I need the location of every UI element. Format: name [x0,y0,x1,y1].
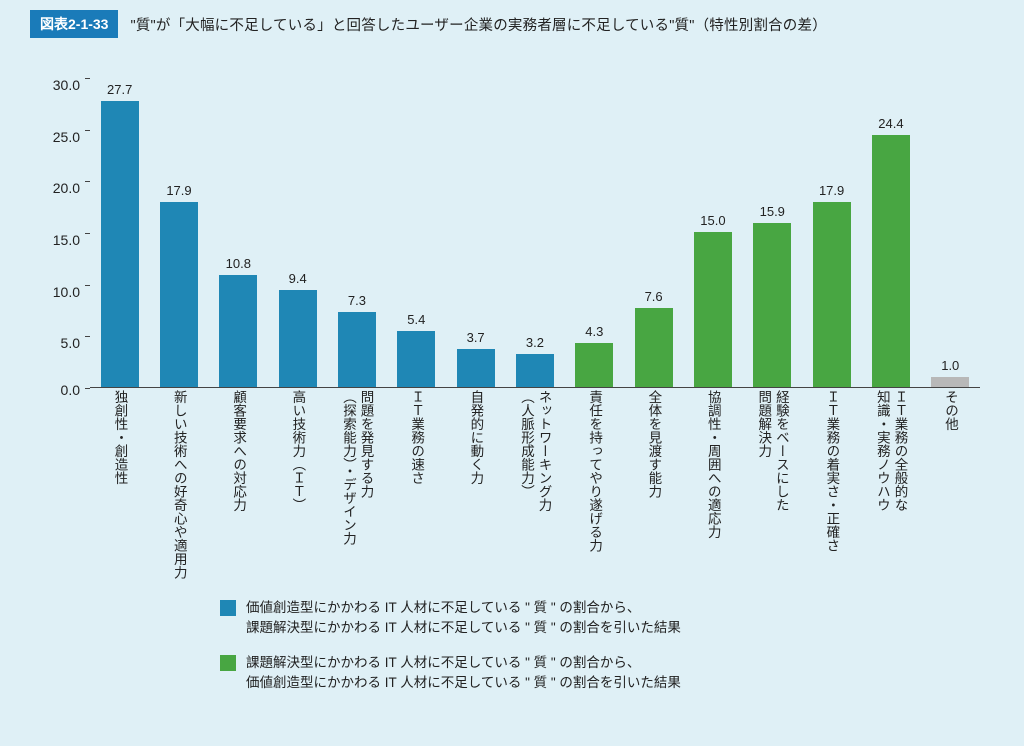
y-tick-label: 0.0 [30,382,80,398]
bar-slot: 7.6 [624,78,683,387]
legend-item: 課題解決型にかかわる IT 人材に不足している " 質 " の割合から、 価値創… [220,653,994,694]
bar-slot: 9.4 [268,78,327,387]
bar-slot: 1.0 [921,78,980,387]
bar: 17.9 [160,202,198,387]
legend: 価値創造型にかかわる IT 人材に不足している " 質 " の割合から、 課題解… [220,598,994,693]
x-axis-label: 協調性・周囲への適応力 [683,390,742,579]
bar-chart: 0.0 5.0 10.0 15.0 20.0 25.0 30.0 27.7 17.9 10.8 9… [30,48,990,588]
x-axis-label: ネットワーキング力 （人脈形成能力） [505,390,564,579]
y-tick-label: 15.0 [30,232,80,248]
x-axis-label: 独創性・創造性 [90,390,149,579]
y-tick-mark [85,388,90,389]
x-axis-label: 自発的に動く力 [446,390,505,579]
y-tick-label: 25.0 [30,129,80,145]
bar-value-label: 24.4 [878,116,903,131]
bar-value-label: 7.3 [348,293,366,308]
bar-value-label: 15.9 [760,204,785,219]
bar-value-label: 7.6 [645,289,663,304]
x-axis-label: ＩＴ業務の速さ [387,390,446,579]
bar-slot: 7.3 [327,78,386,387]
legend-text: 価値創造型にかかわる IT 人材に不足している " 質 " の割合から、 課題解… [246,598,681,639]
legend-swatch [220,600,236,616]
x-axis-label: 責任を持ってやり遂げる力 [565,390,624,579]
bar: 15.9 [753,223,791,387]
bar: 10.8 [219,275,257,387]
x-axis-label: 問題を発見する力 （探索能力）・デザイン力 [327,390,386,579]
y-tick-label: 5.0 [30,335,80,351]
bar: 24.4 [872,135,910,387]
bar-slot: 3.2 [505,78,564,387]
bar-value-label: 27.7 [107,82,132,97]
bar: 17.9 [813,202,851,387]
bar-slot: 15.9 [743,78,802,387]
bar: 4.3 [575,343,613,387]
bar: 15.0 [694,232,732,387]
bar: 7.3 [338,312,376,387]
bar-value-label: 9.4 [289,271,307,286]
bar-value-label: 15.0 [700,213,725,228]
bar-value-label: 17.9 [166,183,191,198]
bar: 3.7 [457,349,495,387]
x-axis-label: 全体を見渡す能力 [624,390,683,579]
chart-title: "質"が「大幅に不足している」と回答したユーザー企業の実務者層に不足している"質… [130,14,826,35]
x-axis-label: その他 [921,390,980,579]
legend-text: 課題解決型にかかわる IT 人材に不足している " 質 " の割合から、 価値創… [246,653,681,694]
bar-value-label: 17.9 [819,183,844,198]
bar: 3.2 [516,354,554,387]
bar-slot: 5.4 [387,78,446,387]
bar-value-label: 1.0 [941,358,959,373]
bar-value-label: 4.3 [585,324,603,339]
bar-slot: 17.9 [149,78,208,387]
chart-header: 図表2-1-33 "質"が「大幅に不足している」と回答したユーザー企業の実務者層… [30,10,994,38]
bar-slot: 3.7 [446,78,505,387]
y-tick-label: 30.0 [30,77,80,93]
bar-value-label: 3.2 [526,335,544,350]
bar-slot: 24.4 [861,78,920,387]
bar: 9.4 [279,290,317,387]
bar-slot: 4.3 [565,78,624,387]
x-axis-label: 顧客要求への対応力 [209,390,268,579]
bar: 5.4 [397,331,435,387]
y-tick-label: 20.0 [30,180,80,196]
x-axis-label: 経験をベースにした 問題解決力 [743,390,802,579]
bar-value-label: 5.4 [407,312,425,327]
bar-value-label: 3.7 [467,330,485,345]
x-axis-label: ＩＴ業務の着実さ・正確さ [802,390,861,579]
bar: 7.6 [635,308,673,387]
plot-area: 27.7 17.9 10.8 9.4 7.3 5.4 3.7 3.2 4.3 7.6 15.0 15.… [90,78,980,388]
bar-slot: 15.0 [683,78,742,387]
bar: 27.7 [101,101,139,387]
legend-swatch [220,655,236,671]
y-tick-label: 10.0 [30,284,80,300]
legend-item: 価値創造型にかかわる IT 人材に不足している " 質 " の割合から、 課題解… [220,598,994,639]
x-axis-label: 新しい技術への好奇心や適用力 [149,390,208,579]
bar-slot: 17.9 [802,78,861,387]
bar-value-label: 10.8 [226,256,251,271]
x-axis-label: ＩＴ業務の全般的な 知識・実務ノウハウ [861,390,920,579]
bar-slot: 27.7 [90,78,149,387]
x-axis-label: 高い技術力（ＩＴ） [268,390,327,579]
bar: 1.0 [931,377,969,387]
figure-badge: 図表2-1-33 [30,10,118,38]
bar-slot: 10.8 [209,78,268,387]
